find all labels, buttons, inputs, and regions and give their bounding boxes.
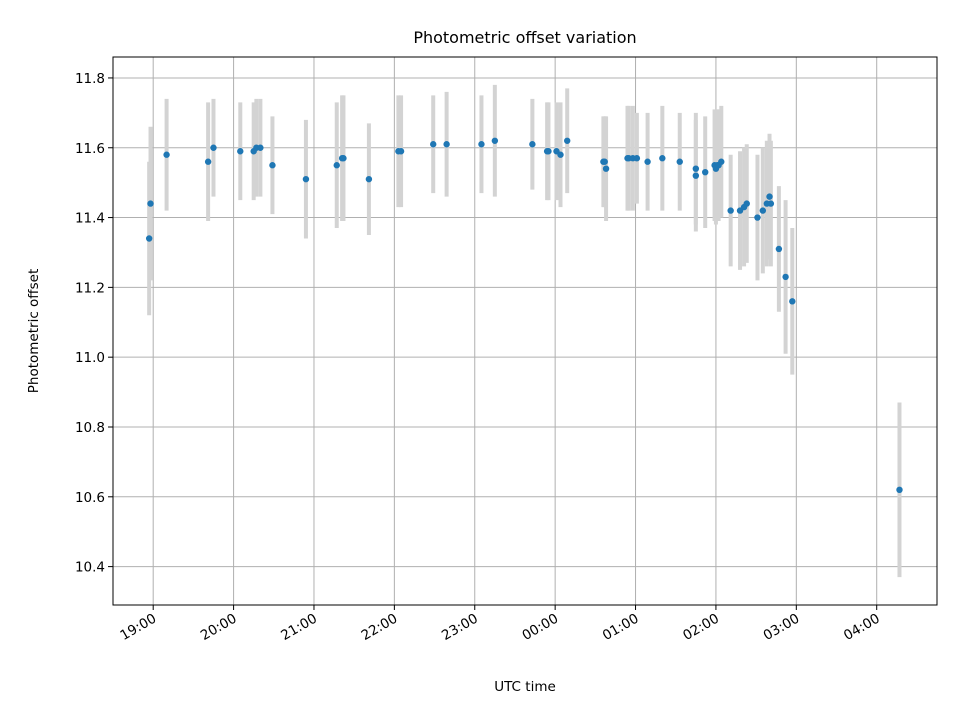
data-point — [789, 298, 796, 305]
data-point — [269, 162, 276, 169]
y-tick-label: 11.2 — [75, 280, 105, 296]
data-point — [754, 214, 761, 221]
data-point — [718, 158, 725, 165]
data-point — [659, 155, 666, 162]
data-point — [302, 175, 310, 183]
data-point — [702, 168, 709, 176]
data-point — [257, 144, 264, 151]
data-point — [759, 207, 767, 214]
y-axis-label: Photometric offset — [26, 269, 42, 393]
data-point — [633, 155, 641, 162]
data-point — [692, 165, 700, 172]
data-point — [557, 151, 564, 158]
y-axis-ticks: 10.4 10.6 10.8 11.0 11.2 11.4 11.6 11.8 — [75, 71, 113, 576]
data-point — [430, 141, 437, 148]
data-point — [743, 200, 750, 207]
data-point — [491, 137, 499, 144]
data-points — [145, 137, 903, 494]
data-point — [782, 273, 789, 281]
data-point — [443, 141, 450, 148]
data-point — [896, 486, 903, 494]
data-point — [692, 172, 700, 179]
data-point — [602, 165, 610, 172]
y-tick-label: 11.8 — [75, 71, 105, 87]
y-tick-label: 10.4 — [75, 560, 105, 576]
data-point — [340, 155, 347, 162]
data-point — [237, 148, 244, 155]
data-point — [145, 235, 153, 242]
data-point — [210, 144, 217, 151]
data-point — [775, 245, 783, 253]
y-tick-label: 11.4 — [75, 211, 105, 227]
data-point — [727, 207, 734, 214]
data-point — [163, 151, 170, 158]
data-point — [204, 158, 212, 165]
chart-title: Photometric offset variation — [413, 28, 636, 47]
data-point — [365, 175, 373, 183]
data-point — [397, 148, 405, 155]
data-point — [676, 158, 683, 165]
y-tick-label: 10.8 — [75, 420, 105, 436]
data-point — [564, 137, 571, 144]
y-tick-label: 10.6 — [75, 490, 105, 506]
data-point — [601, 158, 608, 165]
data-point — [545, 148, 552, 155]
data-point — [529, 141, 536, 148]
y-tick-label: 11.6 — [75, 141, 105, 157]
plot-frame — [112, 56, 938, 606]
x-axis-label: UTC time — [494, 679, 556, 695]
y-tick-label: 11.0 — [75, 350, 105, 366]
data-point — [644, 158, 651, 165]
data-point — [766, 193, 773, 200]
data-point — [147, 200, 154, 207]
data-point — [333, 162, 340, 169]
data-point — [767, 200, 775, 207]
data-point — [478, 141, 485, 148]
